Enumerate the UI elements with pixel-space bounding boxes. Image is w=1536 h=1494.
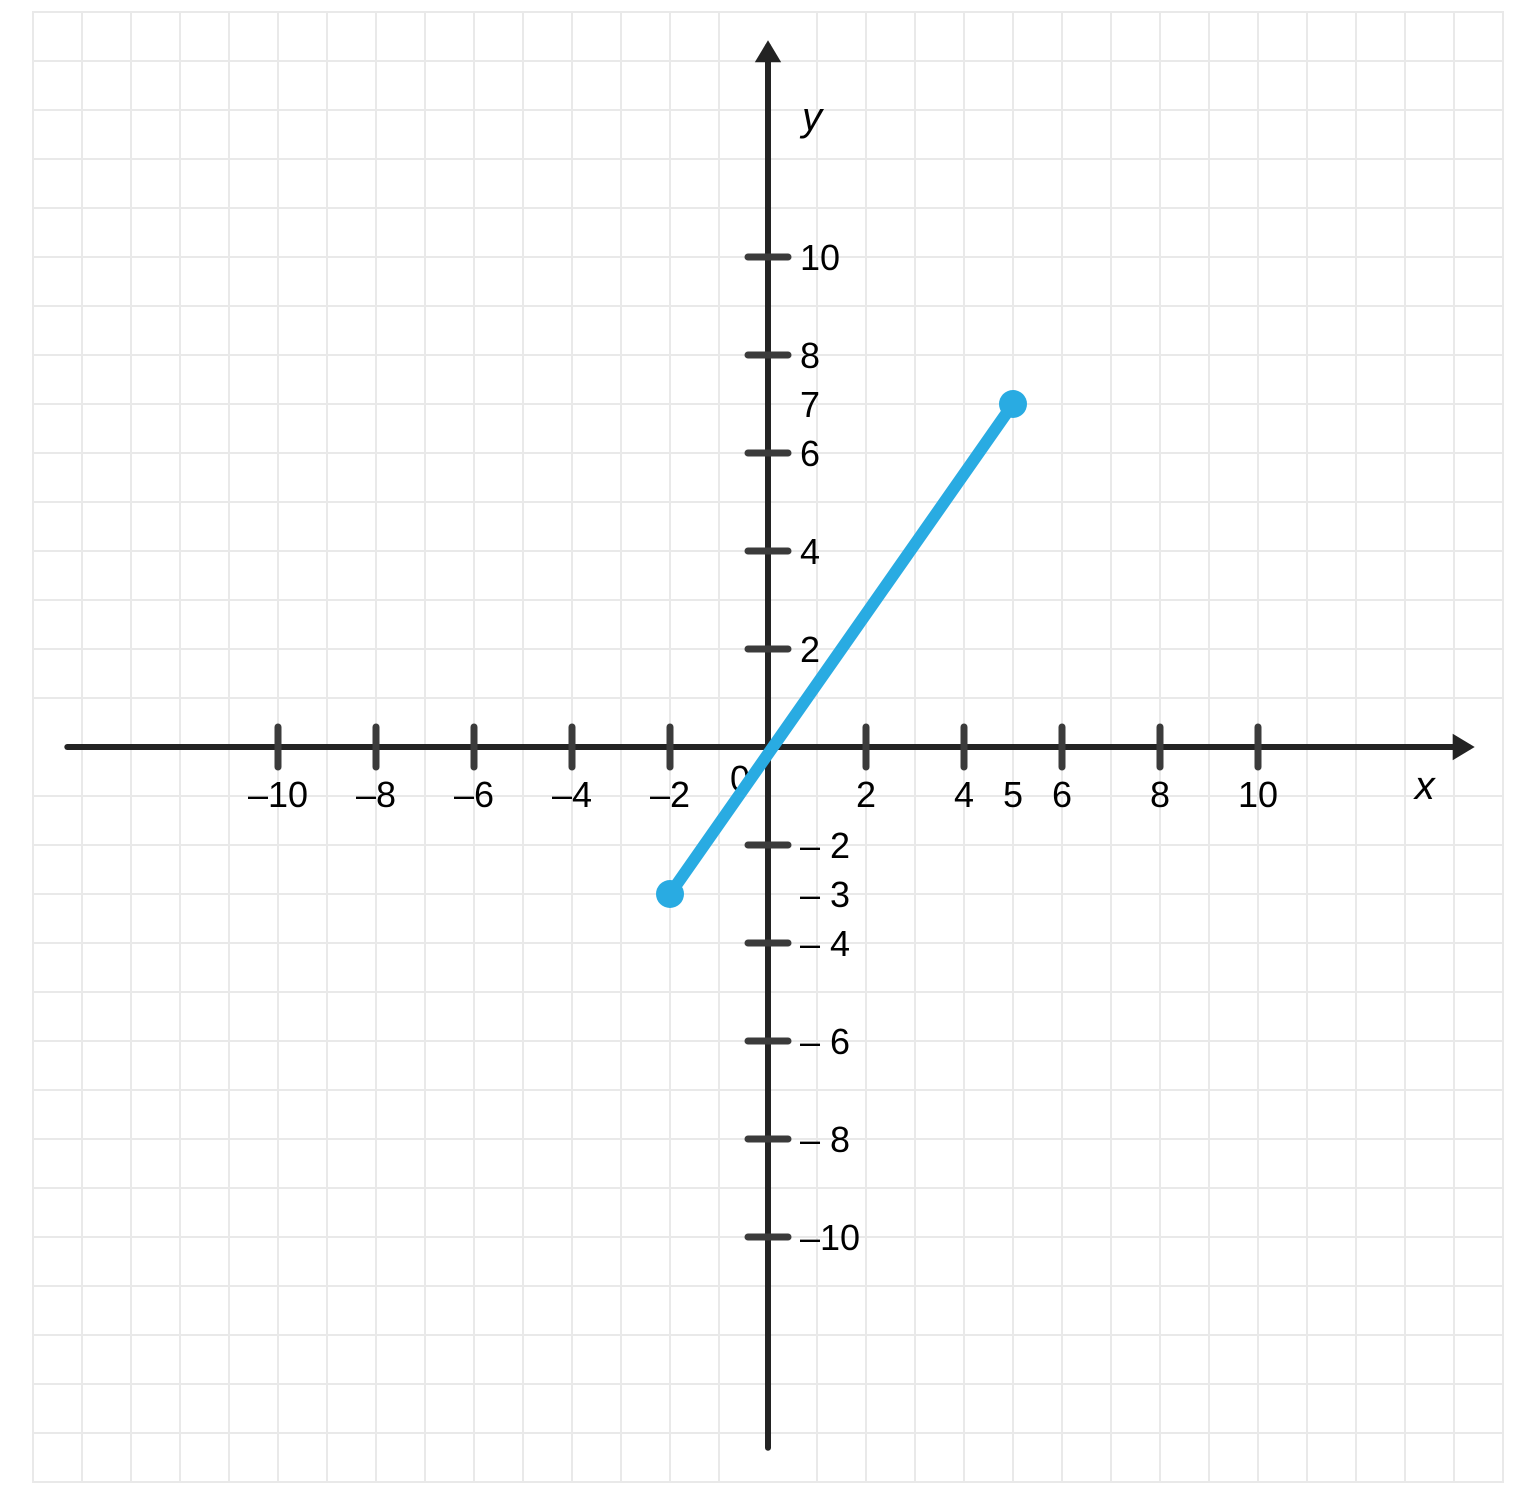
x-tick-label: –10: [248, 774, 308, 815]
y-axis-label: y: [799, 95, 825, 139]
endpoint: [656, 880, 684, 908]
y-tick-label: – 6: [800, 1021, 850, 1062]
x-tick-label: –8: [356, 774, 396, 815]
y-tick-label: –10: [800, 1217, 860, 1258]
y-tick-label: 10: [800, 237, 840, 278]
y-tick-label: – 3: [800, 874, 850, 915]
y-tick-label: 4: [800, 531, 820, 572]
x-tick-label: 2: [856, 774, 876, 815]
y-tick-label: – 8: [800, 1119, 850, 1160]
x-tick-label: 5: [1003, 774, 1023, 815]
x-tick-label: 4: [954, 774, 974, 815]
x-tick-label: 8: [1150, 774, 1170, 815]
y-tick-label: 8: [800, 335, 820, 376]
x-axis-label: x: [1413, 764, 1437, 808]
y-tick-label: – 2: [800, 825, 850, 866]
arrowhead-right: [1453, 734, 1475, 760]
y-tick-label: 2: [800, 629, 820, 670]
arrowhead-up: [755, 40, 781, 62]
endpoint: [999, 390, 1027, 418]
x-tick-label: –6: [454, 774, 494, 815]
x-tick-label: –4: [552, 774, 592, 815]
x-tick-label: 10: [1238, 774, 1278, 815]
x-tick-label: –2: [650, 774, 690, 815]
y-tick-label: 6: [800, 433, 820, 474]
coordinate-plane-chart: 0yx–10–8–6–4–224568101087642– 2– 3– 4– 6…: [0, 0, 1536, 1494]
y-tick-label: – 4: [800, 923, 850, 964]
x-tick-label: 6: [1052, 774, 1072, 815]
y-tick-label: 7: [800, 384, 820, 425]
